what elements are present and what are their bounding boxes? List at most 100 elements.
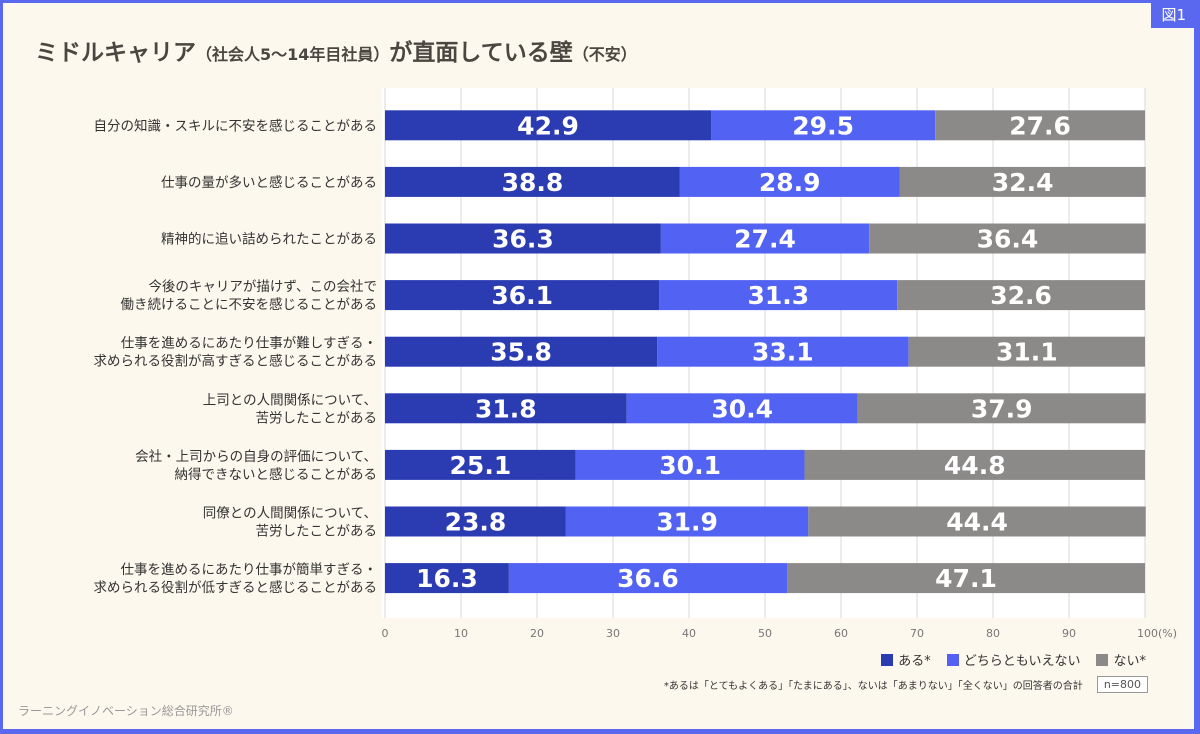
x-tick-label: 90 bbox=[1062, 627, 1076, 640]
title-main-2: が直面している壁 bbox=[389, 40, 573, 66]
category-label: 自分の知識・スキルに不安を感じることがある bbox=[94, 117, 378, 134]
category-label: 求められる役割が低すぎると感じることがある bbox=[94, 579, 378, 596]
data-label: 16.3 bbox=[416, 564, 478, 593]
data-label: 37.9 bbox=[971, 394, 1033, 423]
legend-label: ない* bbox=[1113, 654, 1146, 669]
bar-segment bbox=[657, 336, 909, 367]
data-label: 25.1 bbox=[450, 451, 512, 480]
data-label: 36.4 bbox=[977, 225, 1039, 254]
legend-item: ない* bbox=[1096, 650, 1146, 669]
data-label: 31.8 bbox=[475, 394, 537, 423]
bar-segment bbox=[659, 280, 898, 311]
x-tick-label: 0 bbox=[382, 627, 389, 640]
bar-segment bbox=[626, 393, 858, 424]
data-label: 44.4 bbox=[946, 508, 1008, 537]
data-label: 30.1 bbox=[659, 451, 721, 480]
data-label: 29.5 bbox=[792, 111, 854, 140]
bar-segment bbox=[679, 166, 900, 197]
sample-size: n=800 bbox=[1096, 676, 1148, 693]
bar-segment bbox=[385, 449, 576, 480]
category-label: 働き続けることに不安を感じることがある bbox=[121, 296, 378, 313]
data-label: 32.6 bbox=[990, 281, 1052, 310]
bar-segment bbox=[565, 506, 809, 537]
bar-segment bbox=[385, 336, 658, 367]
data-label: 27.6 bbox=[1009, 111, 1071, 140]
bar-segment bbox=[935, 110, 1145, 141]
chart-title: ミドルキャリア（社会人5～14年目社員）が直面している壁（不安） bbox=[35, 33, 637, 67]
legend-swatch bbox=[946, 653, 959, 666]
data-label: 44.8 bbox=[944, 451, 1006, 480]
title-main-1: ミドルキャリア bbox=[35, 40, 196, 66]
category-label: 会社・上司からの自身の評価について、 bbox=[135, 449, 377, 465]
legend-label: ある* bbox=[898, 654, 931, 669]
legend-swatch bbox=[881, 653, 894, 666]
bar-segment bbox=[575, 449, 805, 480]
category-label: 今後のキャリアが描けず、この会社で bbox=[148, 279, 377, 295]
bar-segment bbox=[385, 563, 509, 594]
bar-segment bbox=[385, 166, 680, 197]
bar-segment bbox=[908, 336, 1145, 367]
figure-tag: 図1 bbox=[1151, 3, 1194, 28]
data-label: 38.8 bbox=[502, 168, 564, 197]
x-tick-label: 50 bbox=[758, 627, 772, 640]
x-tick-label: 30 bbox=[606, 627, 620, 640]
data-label: 31.1 bbox=[996, 338, 1058, 367]
x-tick-label: 80 bbox=[986, 627, 1000, 640]
bar-segment bbox=[660, 223, 870, 254]
category-label: 精神的に追い詰められたことがある bbox=[161, 232, 377, 248]
data-label: 28.9 bbox=[759, 168, 821, 197]
x-tick-label: 60 bbox=[834, 627, 848, 640]
category-label: 苦労したことがある bbox=[256, 524, 378, 540]
data-label: 23.8 bbox=[445, 508, 507, 537]
category-label: 納得できないと感じることがある bbox=[175, 466, 378, 483]
bar-segment bbox=[385, 110, 712, 141]
bar-segment bbox=[897, 280, 1145, 311]
footnote: *あるは「とてもよくある」「たまにある」、ないは「あまりない」「全くない」の回答… bbox=[664, 676, 1148, 693]
bar-segment bbox=[869, 223, 1146, 254]
x-tick-label: 20 bbox=[530, 627, 544, 640]
data-label: 35.8 bbox=[490, 338, 552, 367]
category-label: 仕事を進めるにあたり仕事が難しすぎる・ bbox=[121, 336, 377, 352]
footnote-text: *あるは「とてもよくある」「たまにある」、ないは「あまりない」「全くない」の回答… bbox=[663, 681, 1083, 692]
x-tick-label: 10 bbox=[454, 627, 468, 640]
legend-swatch bbox=[1096, 653, 1109, 666]
data-label: 27.4 bbox=[734, 225, 796, 254]
bar-segment bbox=[385, 223, 661, 254]
bar-segment bbox=[385, 393, 627, 424]
bar-segment bbox=[899, 166, 1146, 197]
category-label: 仕事の量が多いと感じることがある bbox=[161, 174, 377, 191]
data-label: 31.3 bbox=[747, 281, 809, 310]
data-label: 32.4 bbox=[992, 168, 1054, 197]
x-tick-label: 100(%) bbox=[1137, 627, 1177, 640]
bar-segment bbox=[857, 393, 1146, 424]
bar-segment bbox=[385, 506, 566, 537]
category-label: 求められる役割が高すぎると感じることがある bbox=[94, 353, 378, 370]
legend-item: ある* bbox=[881, 650, 931, 669]
x-tick-label: 70 bbox=[910, 627, 924, 640]
bar-segment bbox=[385, 280, 660, 311]
data-label: 47.1 bbox=[935, 564, 997, 593]
title-paren-1: （社会人5～14年目社員） bbox=[196, 45, 390, 64]
legend-item: どちらともいえない bbox=[946, 650, 1081, 669]
bar-segment bbox=[804, 449, 1145, 480]
category-label: 上司との人間関係について、 bbox=[203, 392, 377, 408]
title-paren-2: （不安） bbox=[572, 45, 637, 64]
category-label: 仕事を進めるにあたり仕事が簡単すぎる・ bbox=[121, 562, 378, 578]
data-label: 36.3 bbox=[492, 225, 554, 254]
legend: ある* どちらともいえない ない* bbox=[881, 650, 1146, 669]
legend-label: どちらともいえない bbox=[963, 654, 1081, 669]
bar-segment bbox=[508, 563, 788, 594]
bar-segment bbox=[808, 506, 1146, 537]
data-label: 30.4 bbox=[711, 394, 773, 423]
source-credit: ラーニングイノベーション総合研究所® bbox=[18, 704, 234, 718]
x-tick-label: 40 bbox=[682, 627, 696, 640]
data-label: 36.6 bbox=[617, 564, 679, 593]
data-label: 42.9 bbox=[517, 111, 579, 140]
category-label: 苦労したことがある bbox=[256, 410, 378, 426]
bar-segment bbox=[787, 563, 1145, 594]
category-label: 同僚との人間関係について、 bbox=[203, 506, 377, 522]
bar-segment bbox=[711, 110, 936, 141]
data-label: 33.1 bbox=[752, 338, 814, 367]
data-label: 36.1 bbox=[491, 281, 553, 310]
